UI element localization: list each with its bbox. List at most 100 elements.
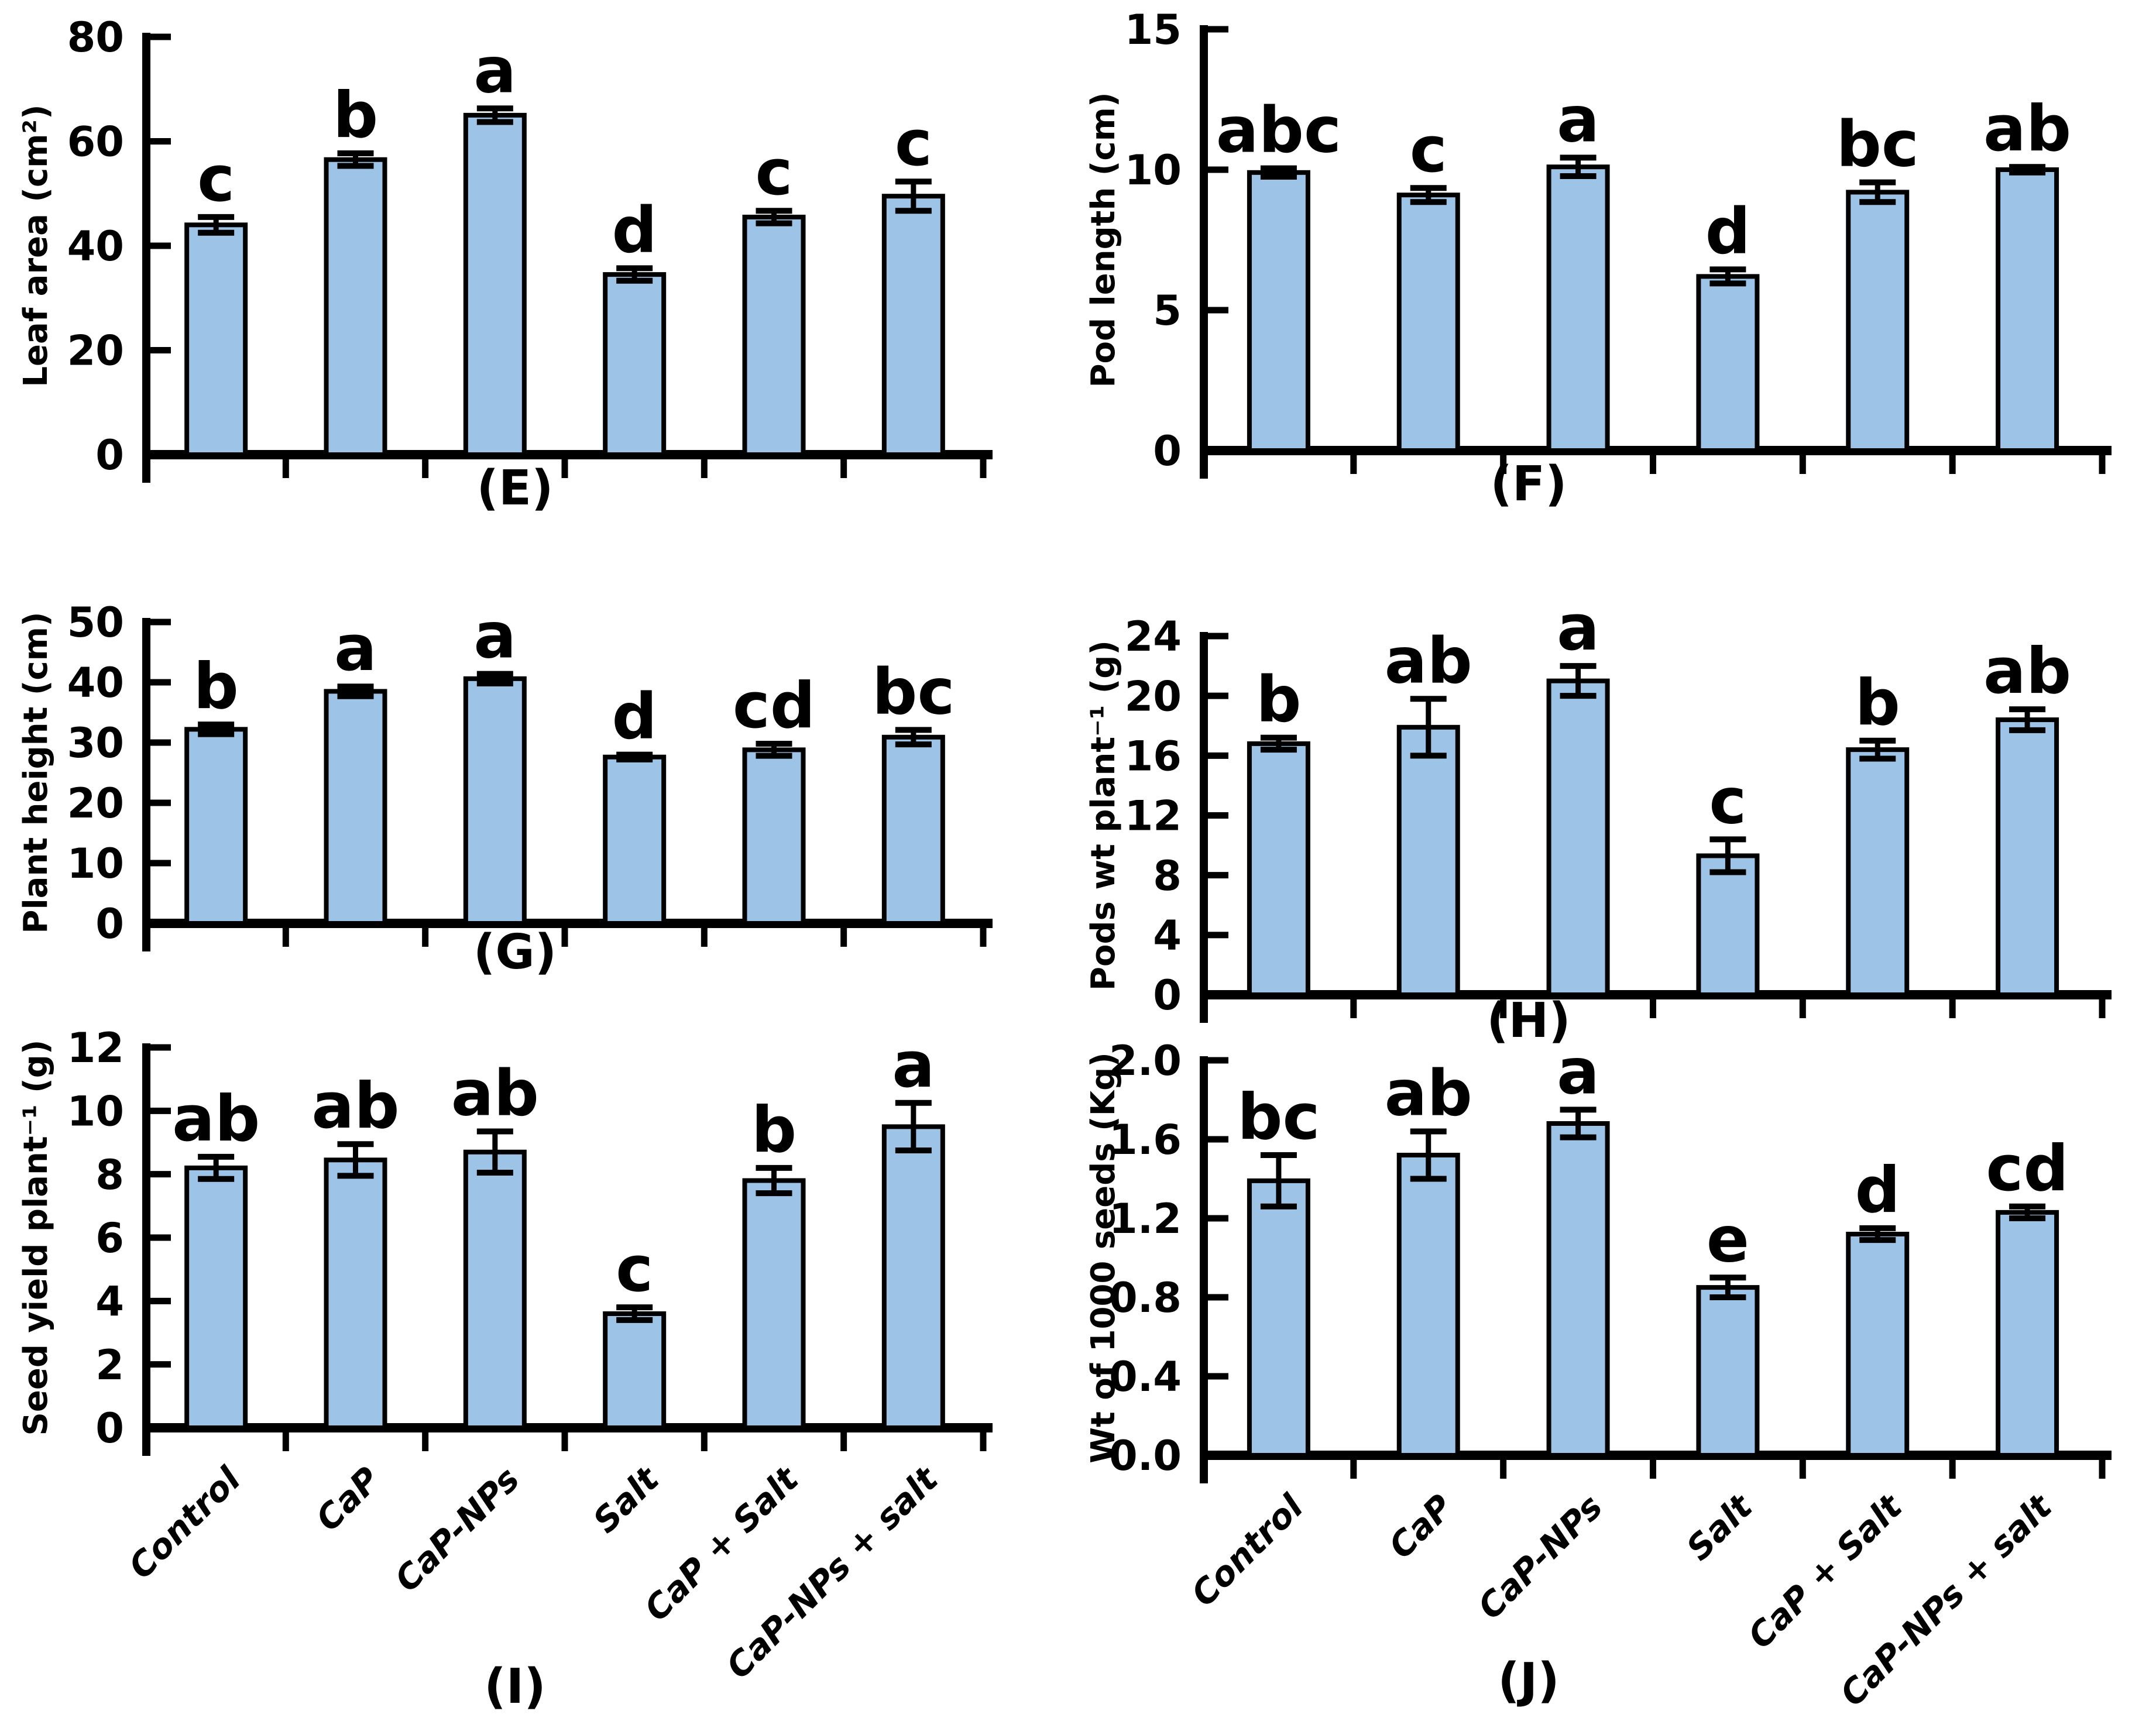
sig-letter-CaP-NPs + salt: ab xyxy=(1983,635,2071,708)
bar-CaP-NPs + salt xyxy=(881,734,945,926)
panel-label: (J) xyxy=(1498,1653,1559,1709)
x-category-label-Control: Control xyxy=(1183,1486,1311,1614)
y-tick-label: 12 xyxy=(67,1024,124,1072)
error-bar-CaP-NPs + salt xyxy=(895,727,932,748)
y-tick-label: 2 xyxy=(95,1341,124,1389)
panel-J: 0.0 0.4 0.8 1.2 1.6 2.0 Wt of 1000 seeds (Kg) b… xyxy=(1078,1024,2156,1735)
panel-label: (F) xyxy=(1491,456,1567,512)
y-tick-label: 2.0 xyxy=(1109,1037,1182,1085)
error-bar-Salt xyxy=(1709,836,1746,875)
error-bar-CaP-NPs + salt xyxy=(895,178,932,214)
sig-letter-CaP-NPs + salt: cd xyxy=(1986,1132,2068,1205)
y-tick-label: 1.6 xyxy=(1109,1116,1182,1164)
y-tick-label: 5 xyxy=(1153,287,1182,335)
x-category-label-CaP-NPs: CaP-NPs xyxy=(1470,1487,1611,1627)
sig-letter-Salt: d xyxy=(612,194,657,267)
panel-label: (I) xyxy=(484,1659,545,1715)
error-bar-CaP-NPs xyxy=(476,671,513,687)
bar-CaP-NPs xyxy=(463,1149,527,1430)
error-bar-CaP-NPs xyxy=(1560,663,1597,699)
bar-Control xyxy=(184,727,248,926)
error-bar-CaP-NPs xyxy=(476,1128,513,1176)
sig-letter-Salt: c xyxy=(1709,765,1746,838)
y-tick-label: 0 xyxy=(95,1404,124,1452)
bar-Salt xyxy=(603,272,667,457)
y-axis-title: Plant height (cm) xyxy=(17,611,55,933)
panel-F: 0 5 10 15 Pod length (cm) abc c a d bc ab (F) xyxy=(1078,0,2156,527)
sig-letter-CaP: c xyxy=(1410,114,1447,187)
bar-Control xyxy=(1247,741,1310,997)
y-tick-label: 20 xyxy=(67,327,124,375)
error-bar-CaP-NPs xyxy=(1560,154,1597,180)
error-bar-CaP-NPs + salt xyxy=(2009,164,2046,176)
sig-letter-CaP + Salt: cd xyxy=(733,669,815,743)
error-bar-CaP + Salt xyxy=(1859,179,1896,205)
x-category-label-CaP: CaP xyxy=(308,1459,387,1539)
panel-label: (H) xyxy=(1486,993,1571,1049)
error-bar-CaP xyxy=(337,150,374,169)
panel-I: 0 2 4 6 8 10 12 Seed yield plant⁻¹ (g) ab ab ab c b a… xyxy=(0,1024,1078,1735)
bar-Control xyxy=(1247,170,1310,453)
error-bar-CaP + Salt xyxy=(756,1164,792,1197)
bar-CaP xyxy=(1396,724,1460,997)
error-bar-CaP-NPs + salt xyxy=(2009,1203,2046,1221)
bar-CaP-NPs + salt xyxy=(1996,717,2059,997)
bar-Control xyxy=(184,222,248,457)
error-bar-Salt xyxy=(1709,266,1746,287)
error-bar-CaP-NPs + salt xyxy=(895,1100,932,1154)
y-tick-label: 0.8 xyxy=(1109,1274,1182,1322)
error-bar-CaP-NPs xyxy=(1560,1107,1597,1140)
bar-Salt xyxy=(1696,274,1760,453)
sig-letter-CaP-NPs: a xyxy=(1557,1035,1599,1108)
panel-E: 0 20 40 60 80 Leaf area (cm²) c b a d c c (E) xyxy=(0,0,1078,527)
y-axis-title: Pod length (cm) xyxy=(1084,92,1122,387)
y-tick-label: 4 xyxy=(1153,912,1182,960)
sig-letter-CaP-NPs + salt: bc xyxy=(872,655,955,729)
error-bar-Salt xyxy=(616,265,653,284)
sig-letter-CaP-NPs: a xyxy=(1557,592,1599,665)
sig-letter-Salt: e xyxy=(1707,1203,1749,1276)
y-axis-title: Leaf area (cm²) xyxy=(17,104,55,387)
bar-Control xyxy=(1247,1178,1310,1458)
x-category-label-CaP: CaP xyxy=(1381,1487,1461,1566)
bar-CaP-NPs xyxy=(463,676,527,926)
bar-CaP xyxy=(324,157,387,457)
sig-letter-Control: ab xyxy=(172,1083,260,1156)
error-bar-Salt xyxy=(1709,1274,1746,1300)
error-bar-CaP xyxy=(337,683,374,699)
chart-J: 0.0 0.4 0.8 1.2 1.6 2.0Wt of 1000 seeds (Kg) b… xyxy=(1084,1035,2112,1714)
panel-H: 0 4 8 12 16 20 24 Pods wt plant⁻¹ (g) b ab a c b ab (H… xyxy=(1078,527,2156,1049)
error-bar-CaP xyxy=(337,1141,374,1179)
y-tick-label: 24 xyxy=(1125,613,1182,661)
bar-CaP + Salt xyxy=(742,214,806,457)
y-tick-label: 1.2 xyxy=(1109,1195,1182,1243)
y-tick-label: 0 xyxy=(95,900,124,948)
y-tick-label: 16 xyxy=(1125,733,1182,781)
bar-CaP-NPs + salt xyxy=(881,194,945,457)
error-bar-Salt xyxy=(616,751,653,762)
y-tick-label: 8 xyxy=(1153,852,1182,900)
error-bar-Control xyxy=(198,722,235,737)
bar-CaP xyxy=(1396,1153,1460,1458)
sig-letter-Control: abc xyxy=(1216,94,1341,167)
error-bar-CaP + Salt xyxy=(1859,1225,1896,1243)
y-tick-label: 0 xyxy=(95,431,124,479)
y-tick-label: 0.4 xyxy=(1109,1353,1182,1401)
error-bar-Control xyxy=(198,214,235,236)
bar-Control xyxy=(184,1165,248,1430)
bar-CaP xyxy=(324,1157,387,1431)
y-axis-title: Seed yield plant⁻¹ (g) xyxy=(17,1040,55,1436)
chart-G: 0 10 20 30 40 50 Plant height (cm) b a a d cd bc (G) xyxy=(17,599,993,980)
sig-letter-Control: b xyxy=(1256,664,1301,737)
bar-CaP + Salt xyxy=(1846,1232,1910,1458)
y-tick-label: 6 xyxy=(95,1214,124,1262)
error-bar-CaP xyxy=(1410,696,1447,759)
sig-letter-CaP: ab xyxy=(1385,1057,1472,1131)
sig-letter-CaP + Salt: bc xyxy=(1836,108,1919,181)
bar-CaP + Salt xyxy=(742,1178,806,1430)
bar-CaP + Salt xyxy=(1846,747,1910,997)
bar-CaP-NPs + salt xyxy=(1996,167,2059,453)
y-tick-label: 20 xyxy=(1125,672,1182,720)
y-tick-label: 0 xyxy=(1153,427,1182,475)
error-bar-CaP + Salt xyxy=(756,741,792,759)
